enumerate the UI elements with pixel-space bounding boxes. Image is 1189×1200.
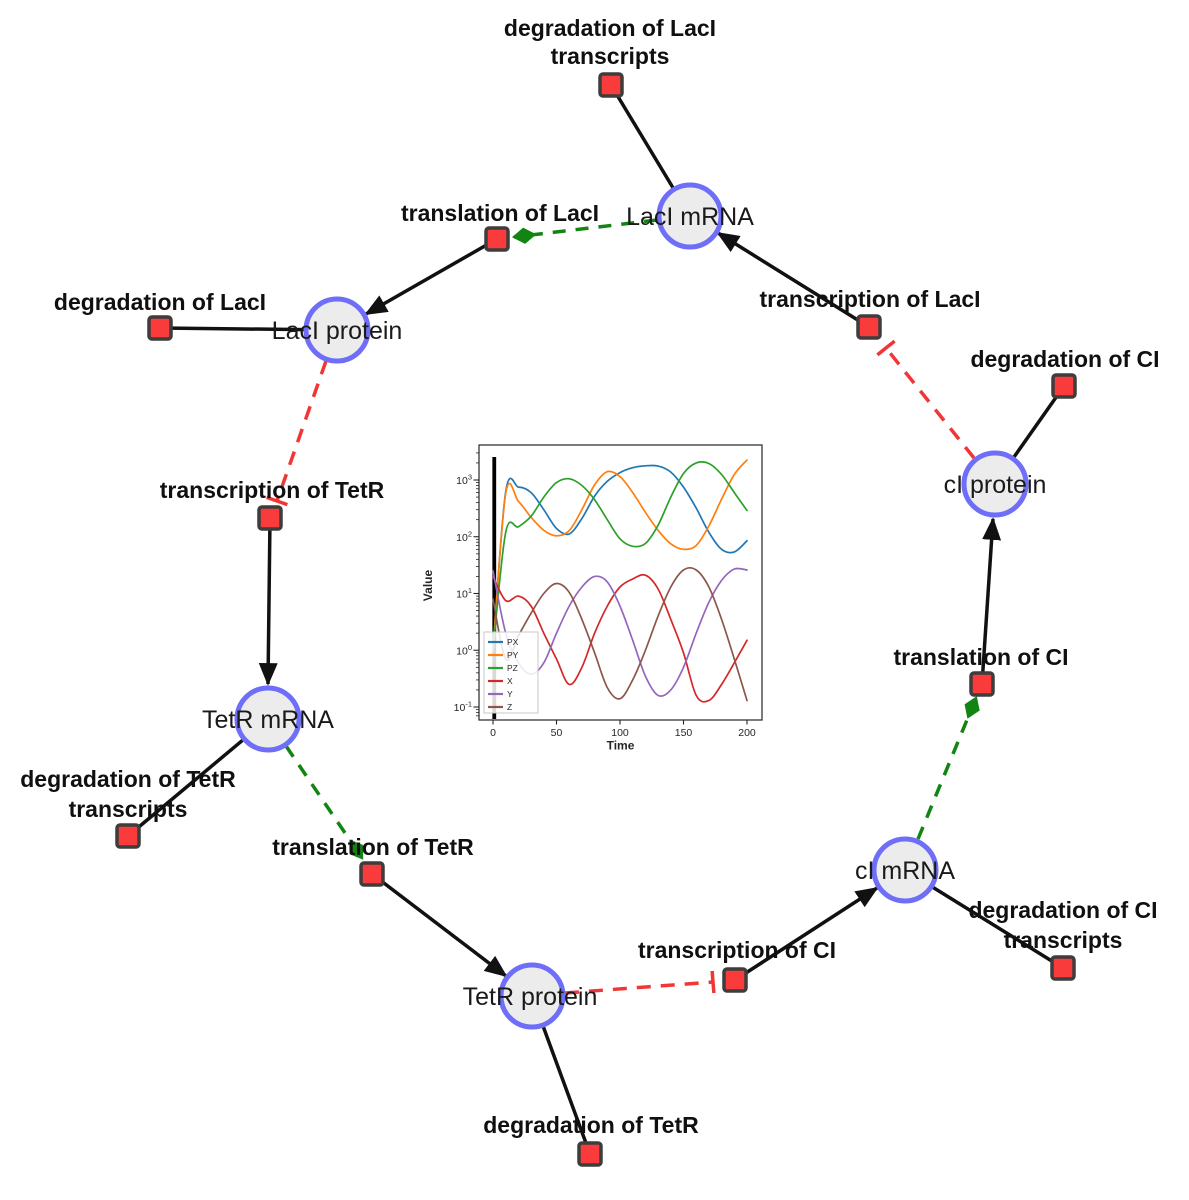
legend-box [483, 631, 539, 714]
reaction-label: translation of CI [893, 644, 1068, 670]
series-PY [492, 459, 748, 652]
inhibition-tbar-icon [710, 970, 716, 994]
reaction-label: degradation of TetR [20, 766, 236, 792]
species-node-cI-mrna[interactable] [871, 836, 939, 904]
species-label: LacI mRNA [626, 203, 754, 231]
inhibition-tbar-icon [876, 339, 896, 357]
species-label: TetR mRNA [202, 706, 334, 734]
edge-tetR-protein-inhibits-transcription-cI [564, 980, 714, 995]
legend-label-PZ: PZ [507, 663, 518, 673]
edge-cI-protein-inhibits-transcription-lacI [884, 346, 976, 460]
y-tick-label: 100 [456, 643, 472, 658]
reaction-label: degradation of CI [968, 897, 1157, 923]
reaction-label: degradation of LacI [54, 289, 266, 315]
x-tick-label: 50 [551, 727, 563, 739]
legend-label-PY: PY [507, 650, 519, 660]
inset-chart: 10-1 100 101 102 103 0 50 100 150 200 Time Value PX P… [421, 444, 763, 753]
species-node-tetR-protein[interactable] [498, 962, 566, 1030]
x-tick-label: 100 [611, 727, 629, 739]
edge-cI-mrna-modifies-translation [916, 696, 980, 840]
reaction-label: degradation of CI [970, 346, 1159, 372]
inhibition-tbar-icon [266, 495, 288, 507]
edge-transcription-lacI-to-mrna [716, 231, 870, 329]
legend-label-X: X [507, 676, 513, 686]
series-PX [492, 464, 748, 652]
y-tick-label: 10-1 [454, 700, 472, 715]
reaction-label-line2: transcripts [1004, 927, 1123, 953]
reaction-node-degradation-lacI[interactable] [147, 315, 173, 341]
reaction-label: translation of TetR [272, 834, 474, 860]
reaction-node-degradation-cI-transcripts[interactable] [1050, 955, 1076, 981]
reaction-label: translation of LacI [401, 200, 599, 226]
y-axis-label: Value [421, 570, 435, 602]
reaction-node-translation-cI[interactable] [969, 671, 995, 697]
series-PZ [492, 461, 748, 652]
reaction-label: degradation of LacI [504, 15, 716, 41]
edge-lacI-mrna-modifies-translation [511, 218, 658, 244]
edge-translation-tetR-to-protein [370, 872, 508, 978]
reaction-label-line2: transcripts [551, 43, 670, 69]
legend-label-PX: PX [507, 637, 519, 647]
edge-lacI-protein-inhibits-transcription-tetR [275, 360, 328, 502]
reaction-label: transcription of CI [638, 937, 836, 963]
edge-translation-cI-to-protein [980, 517, 1002, 685]
reaction-label: transcription of LacI [759, 286, 980, 312]
reaction-node-translation-lacI[interactable] [484, 226, 510, 252]
legend-label-Z: Z [507, 702, 512, 712]
species-node-cI-protein[interactable] [961, 450, 1029, 518]
legend-label-Y: Y [507, 689, 513, 699]
species-nodes [234, 182, 1029, 1030]
species-label: LacI protein [272, 317, 403, 345]
reaction-label: transcription of TetR [160, 477, 385, 503]
reaction-node-degradation-tetR-transcripts[interactable] [115, 823, 141, 849]
series-X [492, 573, 748, 703]
y-tick-label: 101 [456, 586, 472, 601]
reaction-node-degradation-cI[interactable] [1051, 373, 1077, 399]
labels: degradation of LacI transcripts translat… [20, 15, 1159, 1138]
x-tick-label: 200 [738, 727, 756, 739]
reaction-node-translation-tetR[interactable] [359, 861, 385, 887]
y-tick-label: 102 [456, 529, 472, 544]
series-Z [492, 566, 748, 702]
reaction-node-transcription-tetR[interactable] [257, 505, 283, 531]
inhibition-edges [266, 339, 976, 995]
reaction-node-degradation-lacI-transcripts[interactable] [598, 72, 624, 98]
reaction-node-degradation-tetR[interactable] [577, 1141, 603, 1167]
reaction-label: degradation of TetR [483, 1112, 699, 1138]
reaction-node-transcription-cI[interactable] [722, 967, 748, 993]
reaction-nodes [115, 72, 1077, 1167]
species-label: cI mRNA [855, 857, 955, 885]
edge-transcription-tetR-to-mrna [258, 517, 278, 686]
edge-transcription-cI-to-mrna [734, 886, 879, 982]
modifier-edges [284, 218, 980, 860]
reaction-label-line2: transcripts [69, 796, 188, 822]
species-node-lacI-protein[interactable] [303, 296, 371, 364]
x-axis-label: Time [607, 739, 635, 753]
y-tick-label: 103 [456, 473, 472, 488]
species-node-lacI-mrna[interactable] [656, 182, 724, 250]
reaction-node-transcription-lacI[interactable] [856, 314, 882, 340]
species-label: TetR protein [463, 983, 598, 1011]
x-tick-label: 150 [675, 727, 693, 739]
species-label: cI protein [944, 471, 1047, 499]
species-node-tetR-mrna[interactable] [234, 685, 302, 753]
x-tick-label: 0 [490, 727, 496, 739]
production-edges [258, 231, 1002, 982]
edge-translation-lacI-to-protein [364, 237, 498, 316]
